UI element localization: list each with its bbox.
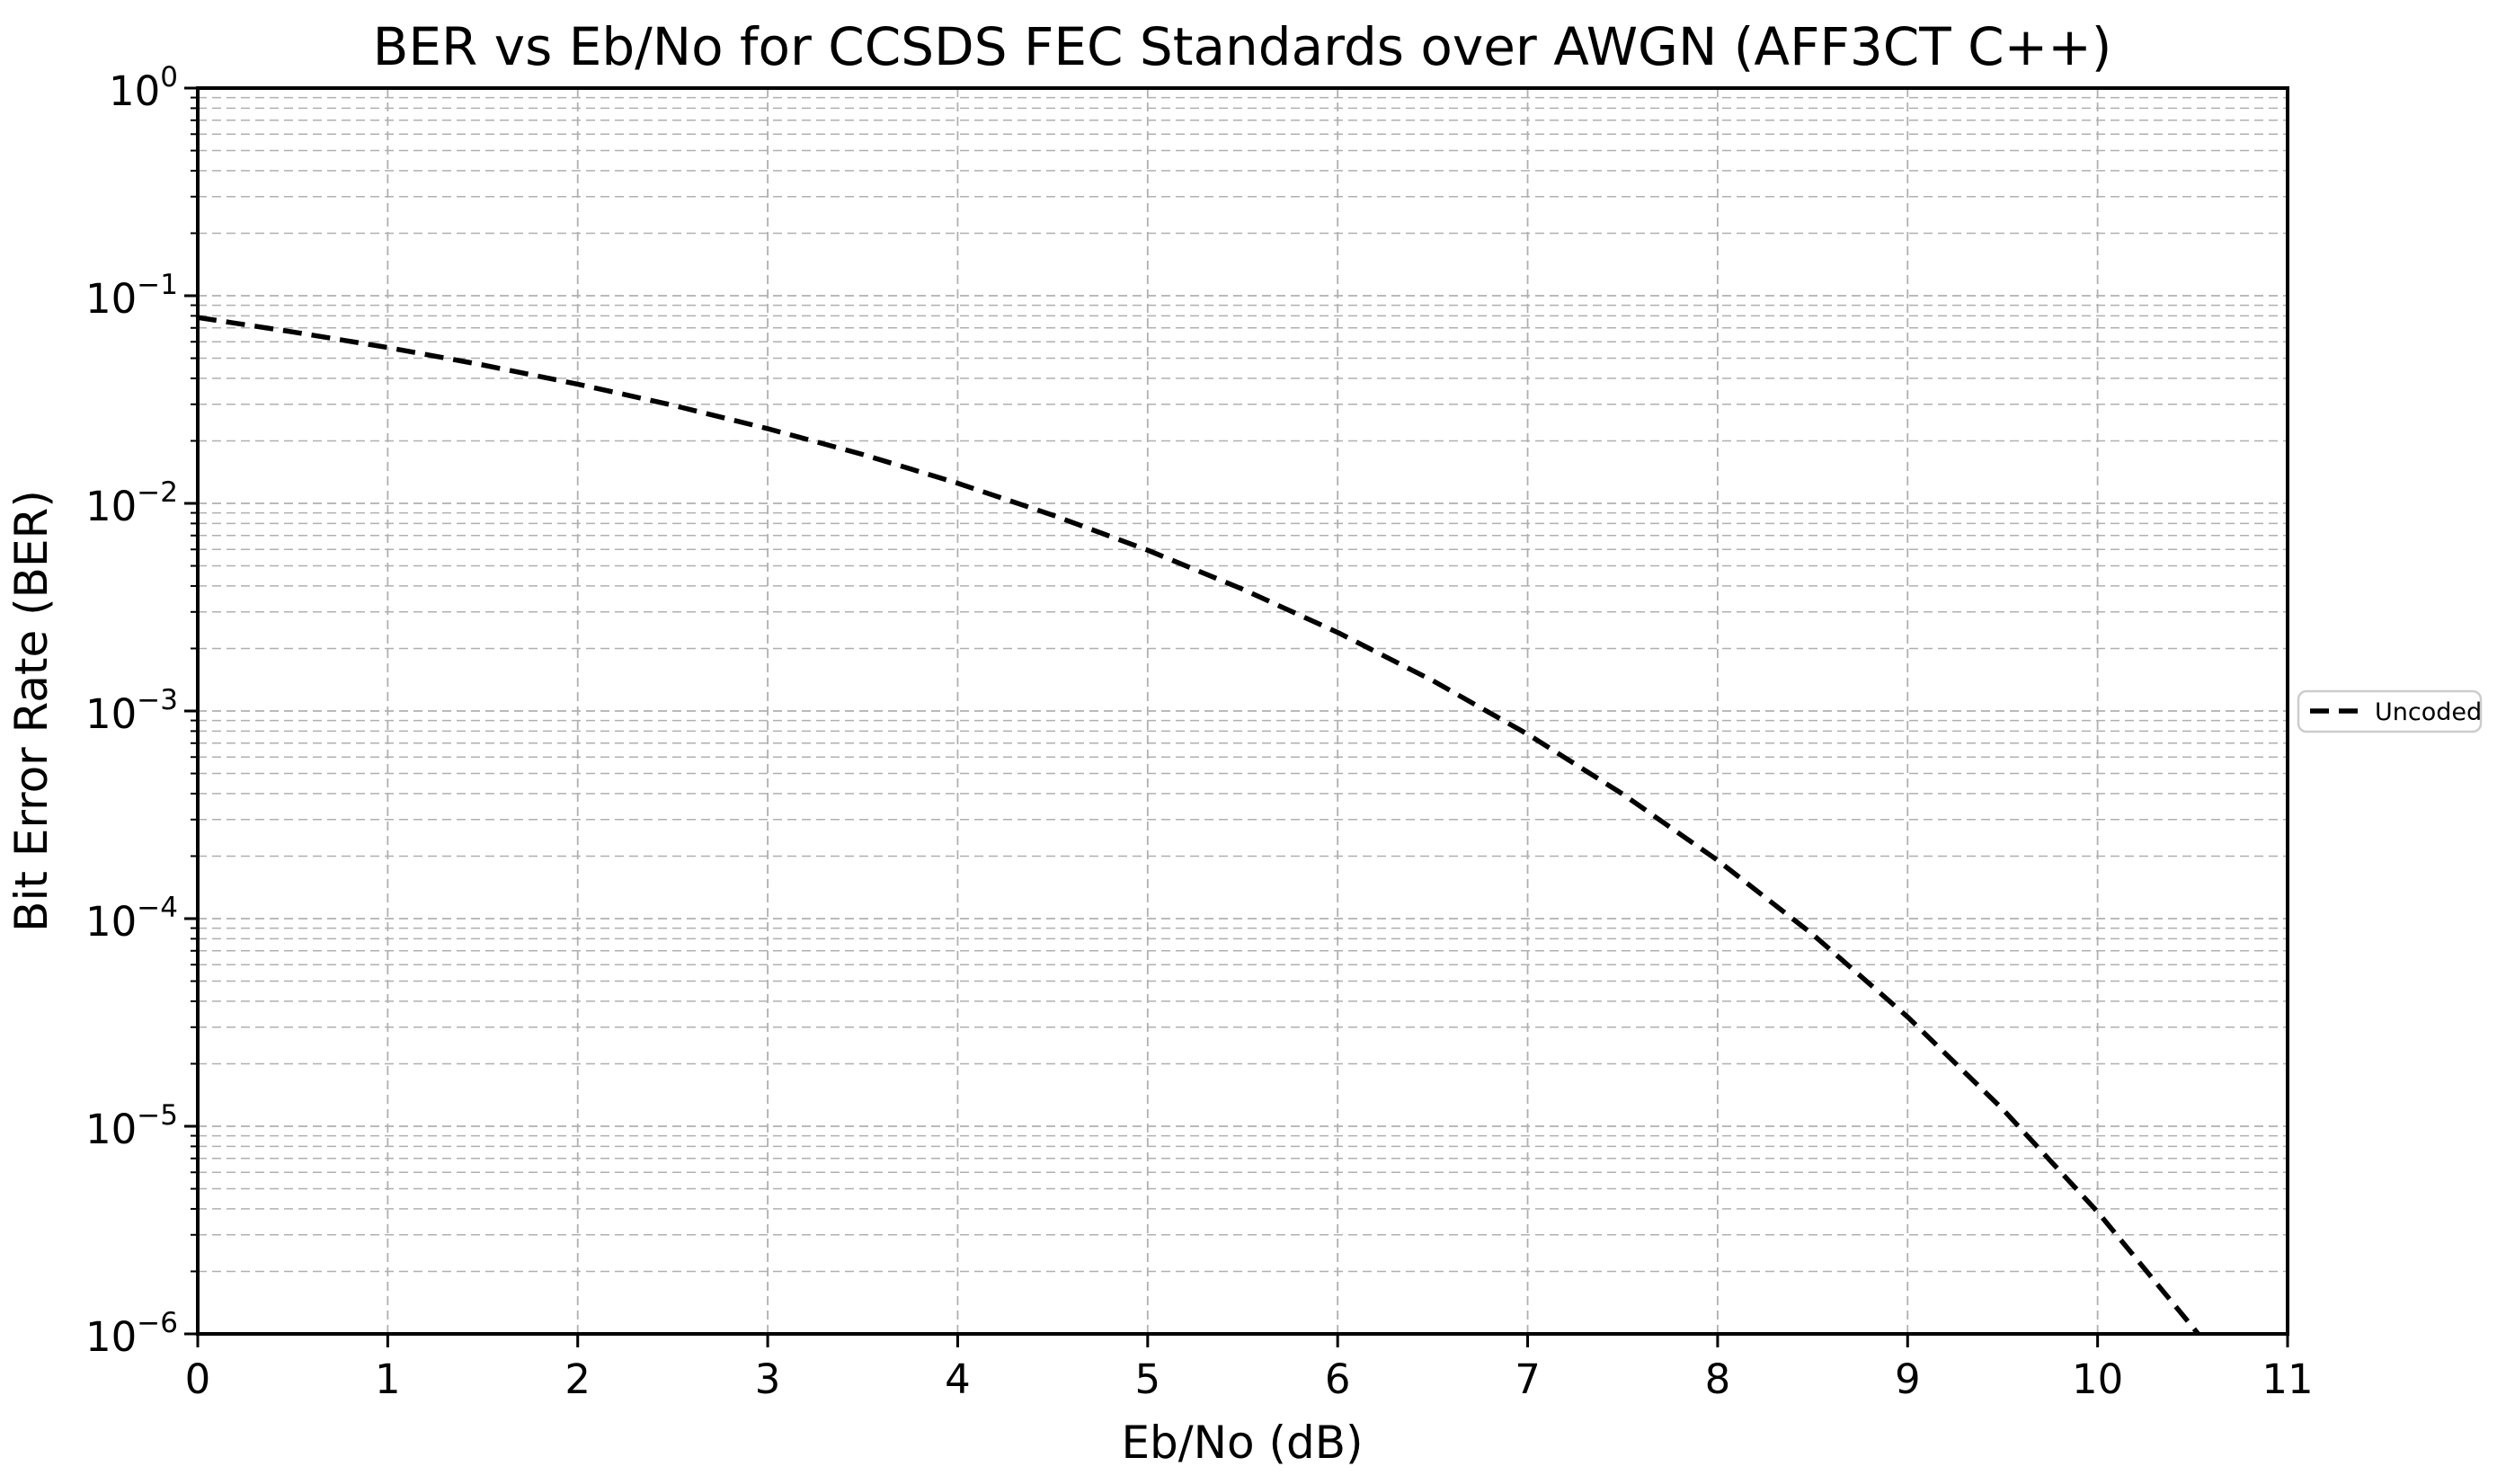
y-tick-label: 10−1 xyxy=(85,269,178,323)
series-uncoded-line xyxy=(198,315,2202,1334)
x-tick-label: 6 xyxy=(1325,1355,1351,1403)
x-tick-label: 2 xyxy=(564,1355,591,1403)
y-tick-label: 10−3 xyxy=(85,684,178,738)
y-tick-label: 10−5 xyxy=(85,1099,178,1153)
x-axis-label: Eb/No (dB) xyxy=(1121,1417,1363,1469)
x-tick-label: 1 xyxy=(375,1355,401,1403)
x-tick-label: 8 xyxy=(1705,1355,1731,1403)
x-tick-label: 4 xyxy=(945,1355,971,1403)
legend: Uncoded xyxy=(2297,689,2483,733)
tick-layer: 100 10−1 10−2 10−3 10−4 10−5 10−60 1 2 3 4 5 6 7 8 9 10 1… xyxy=(85,61,2314,1403)
y-tick-label: 10−2 xyxy=(85,476,178,530)
x-tick-label: 11 xyxy=(2262,1355,2313,1403)
y-tick-label: 10−6 xyxy=(85,1307,178,1361)
x-tick-label: 9 xyxy=(1895,1355,1921,1403)
y-tick-label: 100 xyxy=(109,61,178,115)
x-tick-label: 5 xyxy=(1134,1355,1160,1403)
chart-title: BER vs Eb/No for CCSDS FEC Standards ove… xyxy=(373,16,2112,77)
y-tick-label: 10−4 xyxy=(85,892,178,946)
x-tick-label: 3 xyxy=(755,1355,781,1403)
x-tick-label: 7 xyxy=(1515,1355,1541,1403)
x-tick-label: 0 xyxy=(185,1355,211,1403)
x-tick-label: 10 xyxy=(2072,1355,2123,1403)
legend-label: Uncoded xyxy=(2375,698,2482,726)
legend-box xyxy=(2297,689,2483,733)
grid-layer xyxy=(198,88,2288,1334)
y-axis-label: Bit Error Rate (BER) xyxy=(5,490,58,932)
